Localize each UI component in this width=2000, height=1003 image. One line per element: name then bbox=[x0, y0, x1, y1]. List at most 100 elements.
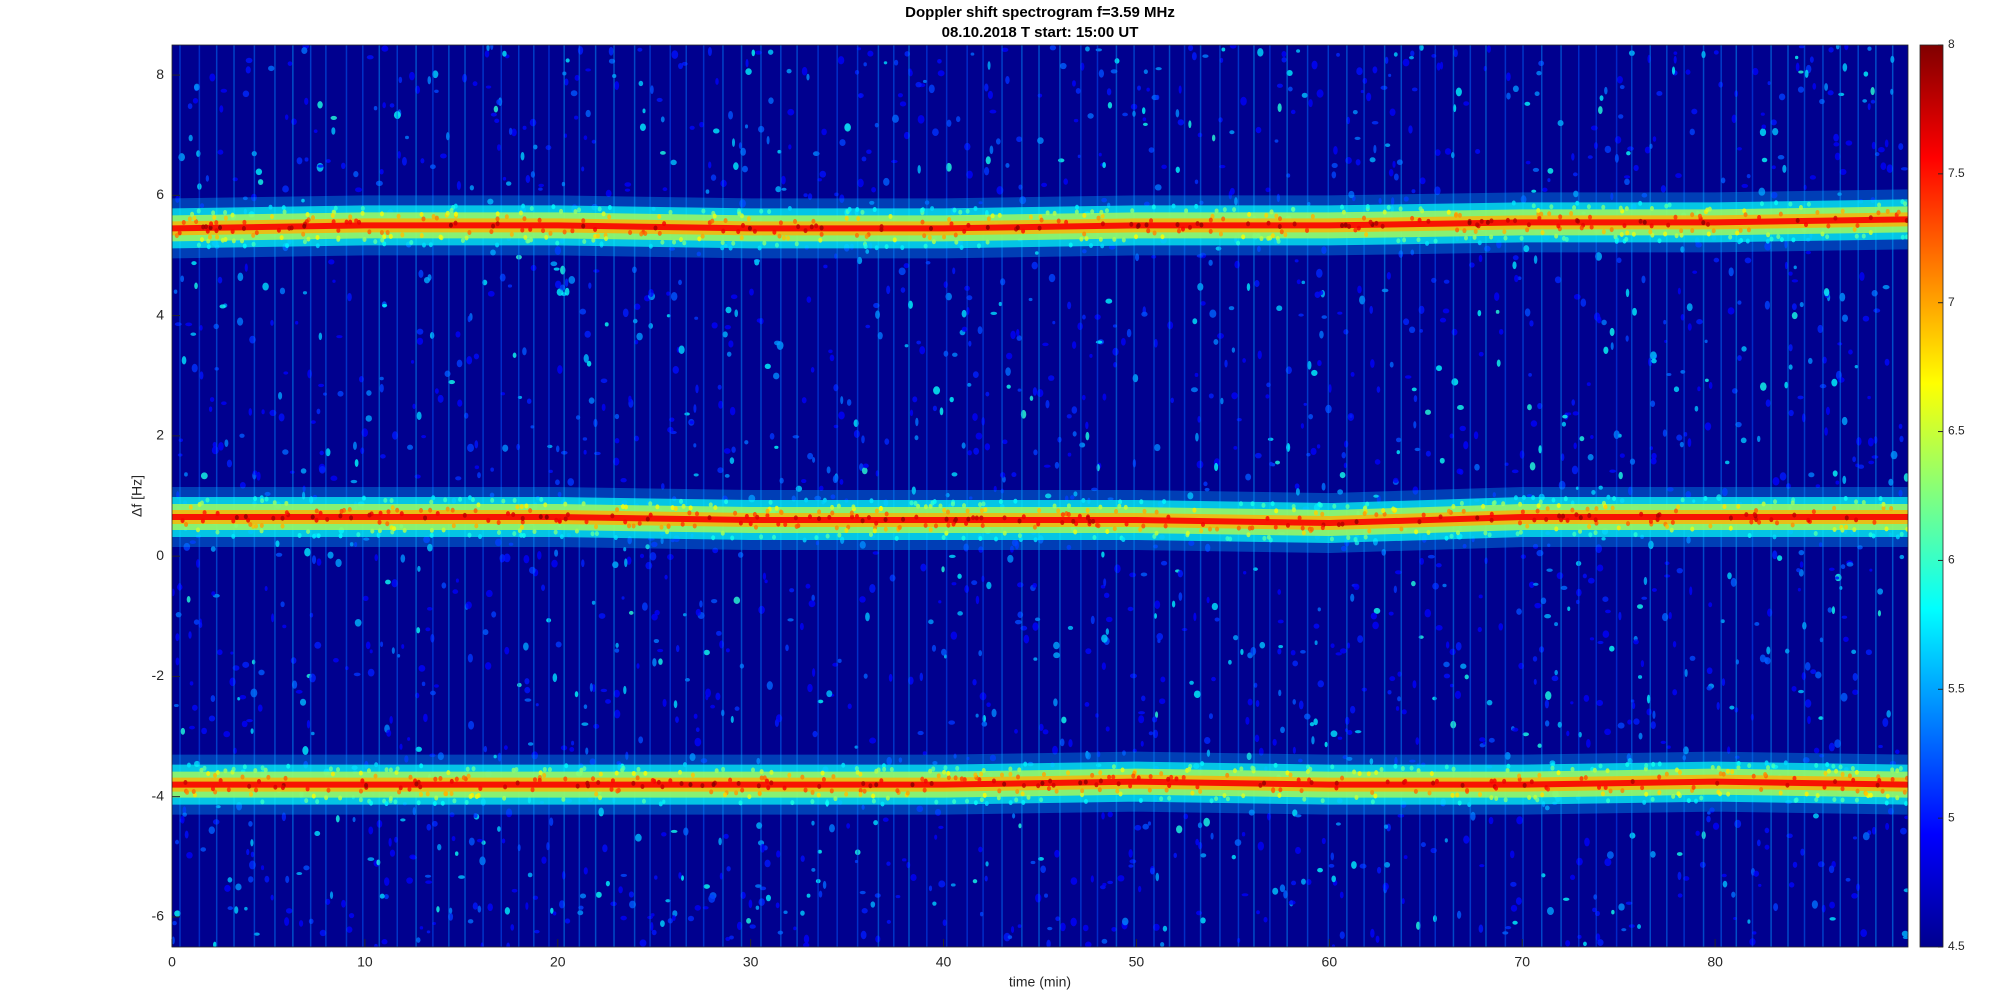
noise-speckle bbox=[726, 866, 731, 872]
noise-speckle bbox=[184, 830, 189, 839]
ridge-speckle bbox=[1747, 763, 1752, 769]
ridge-speckle bbox=[759, 208, 764, 214]
noise-speckle bbox=[1852, 672, 1858, 681]
ridge-speckle bbox=[721, 766, 726, 772]
ridge-speckle bbox=[1334, 780, 1339, 786]
noise-speckle bbox=[1414, 447, 1421, 452]
noise-speckle bbox=[1059, 62, 1067, 70]
noise-speckle bbox=[987, 61, 991, 70]
ridge-speckle bbox=[607, 204, 612, 210]
noise-speckle bbox=[1277, 619, 1284, 624]
ridge-speckle bbox=[1032, 524, 1037, 530]
noise-speckle bbox=[1214, 617, 1220, 622]
ridge-speckle bbox=[1079, 236, 1084, 242]
ridge-speckle bbox=[883, 517, 888, 523]
ridge-speckle bbox=[208, 225, 213, 231]
noise-speckle bbox=[1292, 746, 1296, 754]
noise-speckle bbox=[1055, 916, 1061, 921]
ridge-speckle bbox=[495, 216, 500, 222]
noise-speckle bbox=[1666, 373, 1672, 377]
noise-speckle bbox=[1687, 438, 1692, 448]
noise-speckle bbox=[1228, 659, 1232, 665]
noise-speckle bbox=[693, 473, 699, 477]
noise-speckle bbox=[318, 332, 323, 341]
ridge-speckle bbox=[538, 770, 543, 776]
noise-speckle bbox=[1316, 89, 1324, 98]
noise-speckle bbox=[571, 740, 575, 746]
ridge-speckle bbox=[1676, 504, 1681, 510]
noise-speckle bbox=[552, 911, 557, 916]
noise-speckle bbox=[628, 395, 632, 403]
ridge-speckle bbox=[251, 241, 256, 247]
ridge-speckle bbox=[465, 766, 470, 772]
noise-speckle bbox=[1443, 673, 1451, 679]
ridge-speckle bbox=[1028, 214, 1033, 220]
ridge-speckle bbox=[678, 769, 683, 775]
ridge-speckle bbox=[1854, 797, 1859, 803]
ridge-speckle bbox=[1694, 798, 1699, 804]
noise-speckle bbox=[1009, 545, 1014, 553]
ridge-speckle bbox=[306, 529, 311, 535]
noise-speckle bbox=[574, 115, 579, 120]
ridge-speckle bbox=[1017, 767, 1022, 773]
noise-speckle bbox=[468, 720, 475, 730]
ridge-speckle bbox=[1605, 768, 1610, 774]
ridge-speckle bbox=[1250, 765, 1255, 771]
noise-speckle bbox=[211, 591, 216, 596]
ridge-speckle bbox=[1270, 501, 1275, 507]
ridge-speckle bbox=[1309, 526, 1314, 532]
noise-speckle bbox=[379, 168, 384, 175]
ridge-speckle bbox=[206, 238, 211, 244]
ridge-speckle bbox=[787, 205, 792, 211]
ridge-speckle bbox=[1736, 765, 1741, 771]
noise-speckle bbox=[1280, 726, 1285, 734]
noise-speckle bbox=[1760, 112, 1765, 116]
noise-speckle bbox=[409, 71, 415, 81]
ridge-speckle bbox=[816, 792, 821, 798]
ridge-speckle bbox=[765, 513, 770, 519]
ridge-speckle bbox=[1453, 212, 1458, 218]
noise-speckle bbox=[1823, 288, 1830, 297]
noise-speckle bbox=[1359, 863, 1367, 869]
noise-speckle bbox=[946, 119, 952, 127]
noise-speckle bbox=[806, 73, 810, 81]
noise-speckle bbox=[1685, 69, 1691, 75]
ridge-speckle bbox=[1701, 220, 1706, 226]
noise-speckle bbox=[978, 546, 984, 553]
noise-speckle bbox=[764, 859, 771, 868]
ridge-speckle bbox=[562, 229, 567, 235]
noise-speckle bbox=[1067, 452, 1072, 457]
noise-speckle bbox=[1562, 897, 1570, 901]
ridge-speckle bbox=[1274, 508, 1279, 514]
noise-speckle bbox=[336, 335, 343, 339]
noise-speckle bbox=[1712, 822, 1720, 830]
noise-speckle bbox=[1256, 910, 1260, 915]
noise-speckle bbox=[1788, 344, 1793, 352]
noise-speckle bbox=[589, 758, 596, 766]
ridge-speckle bbox=[223, 210, 228, 216]
noise-speckle bbox=[1765, 399, 1771, 407]
noise-speckle bbox=[1231, 347, 1236, 353]
noise-speckle bbox=[1584, 837, 1590, 847]
ridge-speckle bbox=[206, 771, 211, 777]
ridge-speckle bbox=[1537, 215, 1542, 221]
noise-speckle bbox=[1082, 924, 1089, 932]
colorbar-tick-label: 7.5 bbox=[1948, 166, 1965, 180]
noise-speckle bbox=[1276, 193, 1280, 203]
noise-speckle bbox=[680, 875, 684, 881]
noise-speckle bbox=[1309, 722, 1315, 727]
noise-speckle bbox=[585, 109, 591, 118]
ridge-speckle bbox=[407, 786, 412, 792]
ridge-speckle bbox=[1657, 790, 1662, 796]
noise-speckle bbox=[1236, 418, 1242, 422]
noise-speckle bbox=[1833, 133, 1839, 142]
noise-speckle bbox=[1313, 718, 1318, 726]
noise-speckle bbox=[1018, 823, 1022, 829]
noise-speckle bbox=[1041, 182, 1048, 188]
noise-speckle bbox=[1454, 690, 1462, 700]
noise-speckle bbox=[552, 673, 558, 683]
ridge-speckle bbox=[1728, 525, 1733, 531]
noise-speckle bbox=[886, 861, 891, 866]
noise-speckle bbox=[436, 906, 440, 913]
ridge-speckle bbox=[1670, 519, 1675, 525]
